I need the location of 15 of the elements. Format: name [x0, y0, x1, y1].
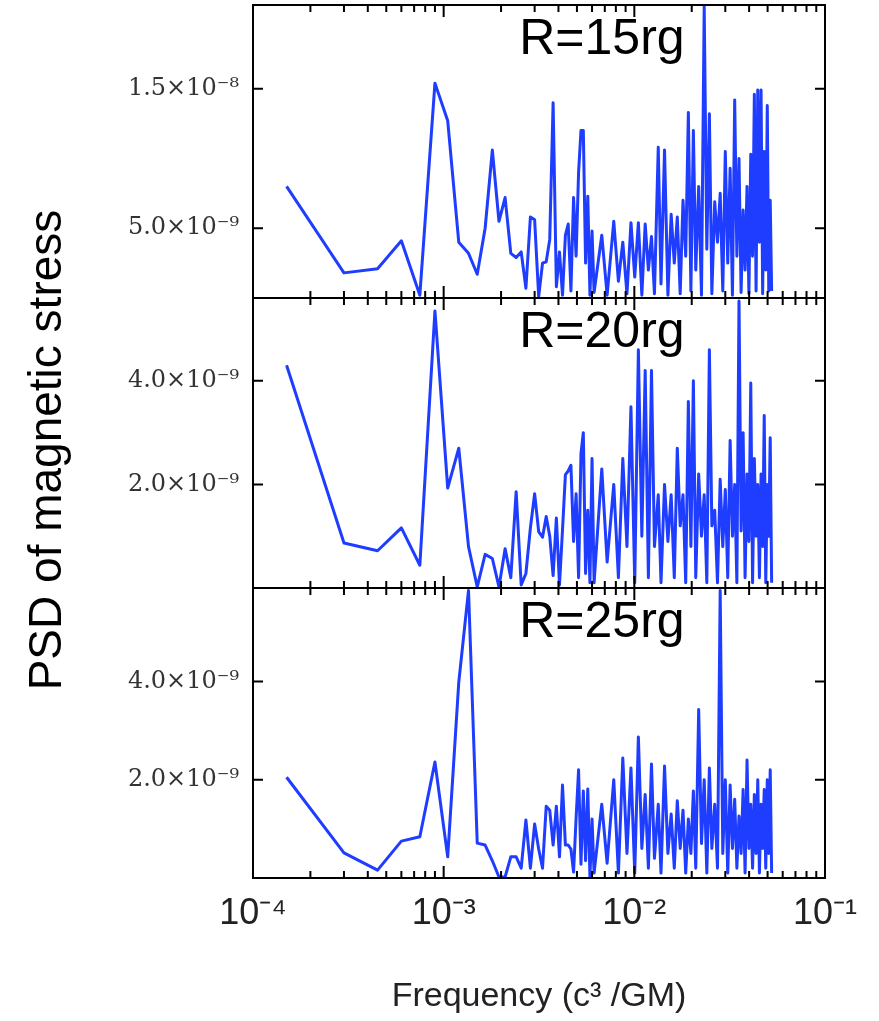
y-tick-label: 5.0×10⁻⁹	[127, 212, 240, 241]
y-axis-title: PSD of magnetic stress	[18, 209, 72, 691]
x-tick-label: 10⁻³	[411, 890, 476, 932]
y-tick-label: 2.0×10⁻⁹	[127, 468, 240, 497]
annotation: R=15rg	[519, 8, 685, 65]
y-tick-label: 4.0×10⁻⁹	[127, 665, 240, 694]
y-tick-label: 2.0×10⁻⁹	[127, 763, 240, 792]
y-tick-label: 4.0×10⁻⁹	[127, 365, 240, 394]
x-tick-label: 10⁻¹	[792, 890, 858, 932]
y-tick-label: 1.5×10⁻⁸	[127, 72, 239, 101]
x-tick-label: 10⁻²	[602, 890, 667, 932]
annotation: R=20rg	[519, 301, 685, 358]
x-axis-title: Frequency (c³ /GM)	[391, 974, 687, 1013]
annotation: R=25rg	[519, 591, 685, 648]
x-tick-label: 10⁻⁴	[219, 890, 287, 932]
